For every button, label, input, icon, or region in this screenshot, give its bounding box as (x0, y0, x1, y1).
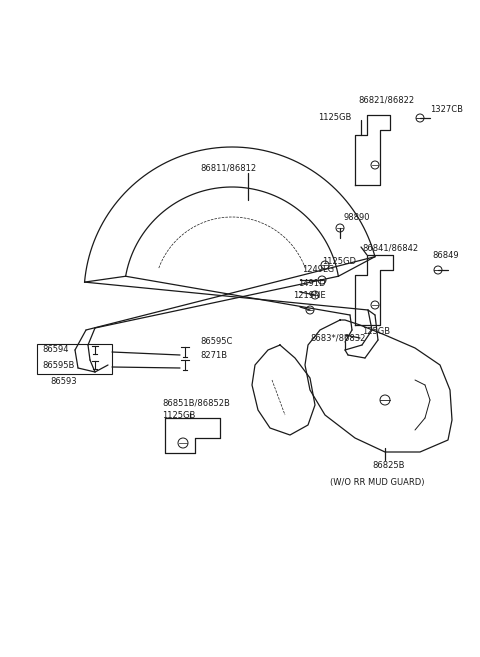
Text: 1219NE: 1219NE (293, 292, 325, 300)
Text: 1125GB: 1125GB (318, 114, 351, 122)
Text: 98890: 98890 (343, 214, 370, 223)
Text: 86595B: 86595B (42, 361, 74, 369)
Text: 1327CB: 1327CB (430, 106, 463, 114)
Text: 1125GD: 1125GD (322, 258, 356, 267)
Text: 86595C: 86595C (200, 338, 232, 346)
Text: 8683*/86832: 8683*/86832 (310, 334, 365, 342)
Text: 86825B: 86825B (372, 461, 405, 470)
Text: 86811/86812: 86811/86812 (200, 164, 256, 173)
Text: 8271B: 8271B (200, 351, 227, 361)
Text: 86851B/86852B: 86851B/86852B (162, 399, 230, 407)
Text: (W/O RR MUD GUARD): (W/O RR MUD GUARD) (330, 478, 424, 486)
Text: 86849: 86849 (432, 252, 458, 260)
Text: 1491D: 1491D (298, 279, 325, 288)
Text: 1249LG: 1249LG (302, 265, 334, 275)
Text: 86821/86822: 86821/86822 (358, 95, 414, 104)
Bar (37, 344, 112, 374)
Text: 86594: 86594 (42, 346, 69, 355)
Text: 125GB: 125GB (362, 327, 390, 336)
Text: 86593: 86593 (50, 378, 77, 386)
Text: 86841/86842: 86841/86842 (362, 244, 418, 252)
Text: 1125GB: 1125GB (162, 411, 195, 420)
